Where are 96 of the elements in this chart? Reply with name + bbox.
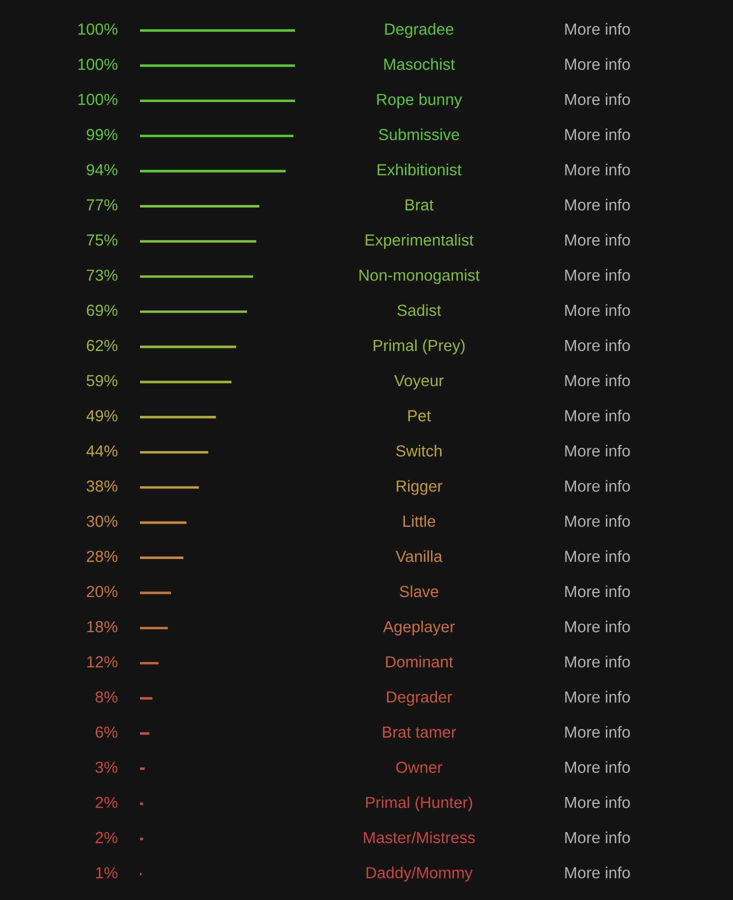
text: More info (565, 480, 630, 492)
y-tick-label: Brat (406, 199, 434, 211)
y-tick-label: Exhibitionist (378, 164, 462, 176)
text: More info (565, 550, 630, 562)
y-tick-label: Daddy/Mommy (366, 866, 473, 882)
bar (140, 134, 294, 138)
y-tick-label: Owner (396, 762, 442, 773)
data-label: 73% (86, 270, 118, 281)
bar (140, 64, 295, 67)
text: More info (565, 410, 630, 422)
bar (140, 240, 256, 243)
y-tick-label: Rigger (396, 480, 442, 495)
data-label: 18% (87, 621, 118, 632)
text: More info (565, 585, 630, 598)
bar (140, 697, 152, 700)
y-tick-label: Voyeur (394, 375, 444, 390)
data-label: 100% (78, 94, 118, 106)
data-label: 100% (78, 58, 118, 70)
y-tick-label: Switch (396, 444, 442, 457)
bar (140, 310, 247, 313)
data-label: 12% (87, 656, 118, 668)
y-tick-label: Masochist (384, 58, 455, 70)
text: More info (565, 444, 630, 457)
data-label: 75% (86, 234, 118, 246)
bar (140, 767, 145, 770)
y-tick-label: Sadist (398, 304, 442, 316)
bar (140, 802, 144, 806)
y-tick-label: Slave (400, 585, 438, 598)
data-label: 2% (96, 832, 118, 844)
text: More info (565, 866, 630, 878)
data-label: 30% (86, 516, 118, 527)
bar (140, 100, 295, 102)
bar (140, 626, 168, 630)
data-label: 99% (86, 128, 118, 140)
y-tick-label: Rope bunny (377, 93, 462, 108)
bar (140, 592, 171, 594)
bar (140, 346, 236, 348)
data-label: 3% (96, 762, 118, 773)
data-label: 77% (86, 199, 118, 210)
y-tick-label: Vanilla (396, 550, 442, 562)
text: More info (565, 690, 630, 703)
text: More info (565, 339, 630, 352)
text: More info (565, 761, 630, 773)
data-label: 1% (96, 867, 118, 878)
data-label: 28% (86, 550, 118, 562)
data-label: 8% (96, 691, 118, 703)
data-label: 100% (78, 23, 118, 35)
bar (140, 556, 184, 559)
y-tick-label: Non-monogamist (360, 269, 480, 284)
text: More info (565, 58, 630, 70)
bar (140, 662, 159, 664)
y-tick-label: Degrader (387, 690, 452, 706)
text: More info (565, 23, 630, 35)
text: More info (565, 164, 630, 176)
y-tick-label: Master/Mistress (364, 832, 475, 844)
y-tick-label: Experimentalist (366, 234, 474, 249)
data-label: 59% (86, 374, 118, 386)
data-label: 49% (86, 410, 118, 422)
text: More info (565, 128, 630, 140)
bar (140, 416, 216, 418)
y-tick-label: Ageplayer (383, 620, 455, 636)
y-tick-label: Primal (Prey) (374, 339, 465, 354)
text: More info (565, 515, 630, 527)
y-tick-label: Little (403, 515, 436, 527)
data-label: 6% (96, 726, 118, 738)
y-tick-label: Submissive (378, 128, 460, 140)
data-label: 38% (86, 480, 118, 492)
text: More info (565, 234, 630, 246)
text: More info (565, 620, 630, 632)
data-label: 94% (86, 164, 118, 176)
text: More info (565, 269, 630, 281)
text: More info (565, 93, 630, 106)
bar (140, 838, 144, 840)
text: More info (565, 656, 630, 668)
bar (140, 275, 254, 278)
text: More info (565, 832, 630, 844)
data-label: 20% (86, 586, 118, 598)
data-label: 69% (86, 304, 118, 316)
y-tick-label: Degradee (385, 23, 454, 38)
text: More info (565, 198, 630, 211)
bar (140, 486, 199, 489)
data-label: 2% (96, 796, 118, 808)
data-label: 44% (86, 445, 118, 457)
text: More info (565, 726, 630, 738)
y-tick-label: Pet (408, 410, 431, 422)
y-tick-label: Primal (Hunter) (366, 796, 472, 812)
data-label: 62% (86, 340, 118, 352)
bar (140, 521, 186, 524)
bar (140, 205, 260, 208)
bar (140, 170, 286, 172)
bar (140, 451, 208, 454)
y-tick-label: Dominant (386, 656, 454, 668)
text: More info (565, 374, 630, 386)
text: More info (565, 796, 630, 808)
y-tick-label: Brat tamer (383, 726, 456, 738)
text: More info (565, 304, 630, 316)
